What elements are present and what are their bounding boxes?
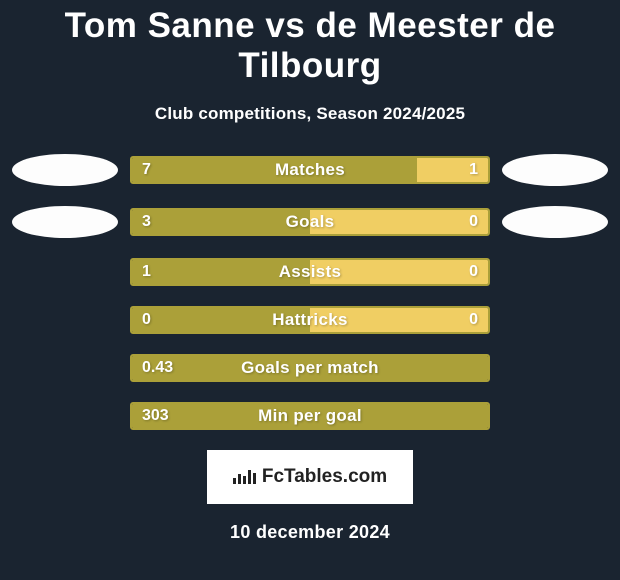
subtitle: Club competitions, Season 2024/2025 — [0, 104, 620, 124]
bar-wrap: Matches 7 1 — [120, 156, 500, 184]
stat-value-left: 3 — [142, 213, 151, 231]
stat-label: Goals per match — [241, 358, 379, 378]
bar-track: Goals per match 0.43 — [130, 354, 490, 382]
player-avatar — [12, 154, 118, 186]
chart-area: Matches71Goals30Assists10Hattricks00Goal… — [0, 154, 620, 430]
player-avatar — [502, 154, 608, 186]
bars-icon — [233, 470, 256, 484]
page-title: Tom Sanne vs de Meester de Tilbourg — [0, 6, 620, 86]
stat-label: Matches — [275, 160, 345, 180]
date-label: 10 december 2024 — [0, 522, 620, 543]
bar-segment-left — [132, 210, 310, 234]
stat-value-right: 0 — [469, 311, 478, 329]
avatar-slot-right — [500, 206, 610, 238]
stat-label: Goals — [286, 212, 335, 232]
bar-track: Min per goal 303 — [130, 402, 490, 430]
bar-track: Matches 7 1 — [130, 156, 490, 184]
bar-wrap: Min per goal 303 — [120, 402, 500, 430]
stat-row: Hattricks 0 0 — [10, 306, 610, 334]
stat-row: Matches 7 1 — [10, 154, 610, 186]
stat-value-right: 0 — [469, 213, 478, 231]
avatar-slot-left — [10, 206, 120, 238]
player-avatar — [12, 206, 118, 238]
stat-row: Assists 1 0 — [10, 258, 610, 286]
avatar-slot-left — [10, 154, 120, 186]
stat-row: Goals 3 0 — [10, 206, 610, 238]
bar-segment-right — [310, 210, 488, 234]
bar-wrap: Hattricks 0 0 — [120, 306, 500, 334]
bar-track: Assists 1 0 — [130, 258, 490, 286]
player-avatar — [502, 206, 608, 238]
stat-row: Min per goal 303 — [10, 402, 610, 430]
stat-value-left: 7 — [142, 161, 151, 179]
stat-value-left: 1 — [142, 263, 151, 281]
bar-track: Hattricks 0 0 — [130, 306, 490, 334]
stat-value-left: 0.43 — [142, 359, 173, 377]
stat-value-left: 303 — [142, 407, 169, 425]
bar-wrap: Assists 1 0 — [120, 258, 500, 286]
comparison-infographic: Tom Sanne vs de Meester de Tilbourg Club… — [0, 0, 620, 580]
stat-label: Min per goal — [258, 406, 362, 426]
stat-value-right: 0 — [469, 263, 478, 281]
bar-wrap: Goals 3 0 — [120, 208, 500, 236]
stat-row: Goals per match 0.43 — [10, 354, 610, 382]
stat-label: Assists — [279, 262, 342, 282]
logo-box: FcTables.com — [207, 450, 413, 504]
avatar-slot-right — [500, 154, 610, 186]
stat-label: Hattricks — [272, 310, 347, 330]
bar-track: Goals 3 0 — [130, 208, 490, 236]
stat-value-right: 1 — [469, 161, 478, 179]
bar-wrap: Goals per match 0.43 — [120, 354, 500, 382]
logo-text: FcTables.com — [262, 466, 387, 488]
stat-value-left: 0 — [142, 311, 151, 329]
